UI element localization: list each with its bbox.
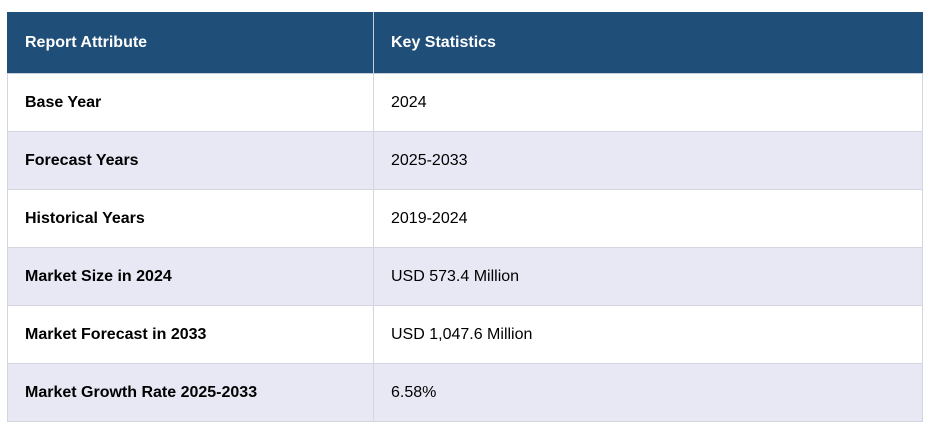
table-row: Historical Years 2019-2024 [7,189,923,248]
table-header: Report Attribute Key Statistics [7,12,923,74]
value-cell: 2025-2033 [373,131,923,190]
value-cell: USD 1,047.6 Million [373,305,923,364]
table-row: Market Growth Rate 2025-2033 6.58% [7,363,923,422]
report-attributes-table: Report Attribute Key Statistics Base Yea… [7,12,923,422]
header-key-statistics: Key Statistics [373,12,923,74]
header-report-attribute: Report Attribute [7,12,374,74]
value-cell: 2019-2024 [373,189,923,248]
attribute-cell: Market Growth Rate 2025-2033 [7,363,374,422]
attribute-cell: Market Forecast in 2033 [7,305,374,364]
table-row: Base Year 2024 [7,73,923,132]
value-cell: 2024 [373,73,923,132]
value-cell: 6.58% [373,363,923,422]
table-row: Market Forecast in 2033 USD 1,047.6 Mill… [7,305,923,364]
attribute-cell: Base Year [7,73,374,132]
table-body: Base Year 2024 Forecast Years 2025-2033 … [7,73,923,422]
header-row: Report Attribute Key Statistics [7,12,923,74]
table-row: Market Size in 2024 USD 573.4 Million [7,247,923,306]
attribute-cell: Forecast Years [7,131,374,190]
attribute-cell: Historical Years [7,189,374,248]
attribute-cell: Market Size in 2024 [7,247,374,306]
value-cell: USD 573.4 Million [373,247,923,306]
table-row: Forecast Years 2025-2033 [7,131,923,190]
